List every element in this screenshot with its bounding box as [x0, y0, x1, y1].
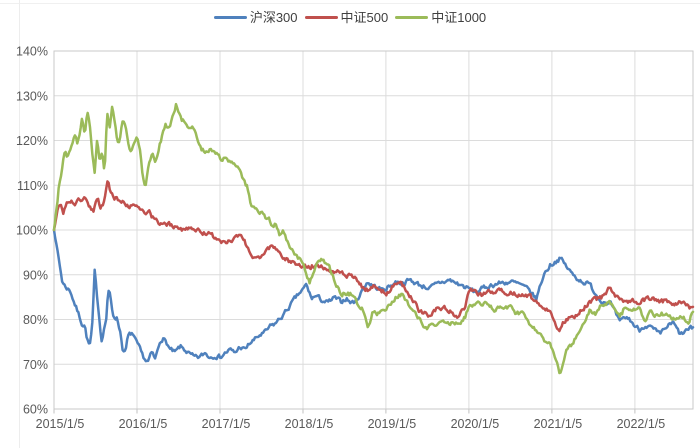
- x-axis-label: 2020/1/5: [451, 417, 500, 431]
- y-axis-label: 100%: [16, 224, 48, 238]
- x-axis-label: 2016/1/5: [119, 417, 168, 431]
- y-axis-label: 120%: [16, 134, 48, 148]
- y-axis-label: 80%: [23, 313, 48, 327]
- y-axis-label: 60%: [23, 403, 48, 417]
- y-axis-label: 130%: [16, 89, 48, 103]
- x-axis-label: 2018/1/5: [285, 417, 334, 431]
- series-zz500: [52, 180, 695, 333]
- x-axis-label: 2015/1/5: [36, 417, 85, 431]
- x-axis-label: 2017/1/5: [202, 417, 251, 431]
- spreadsheet-gridline-vertical: [19, 0, 20, 448]
- series-zz1000: [52, 102, 695, 375]
- x-axis-label: 2021/1/5: [534, 417, 583, 431]
- series-hs300: [52, 228, 695, 363]
- y-axis-label: 90%: [23, 268, 48, 282]
- spreadsheet-gridline-horizontal: [0, 3, 700, 4]
- y-axis-label: 70%: [23, 358, 48, 372]
- y-axis-label: 110%: [17, 179, 48, 193]
- x-axis-label: 2022/1/5: [617, 417, 666, 431]
- y-axis-label: 140%: [16, 45, 48, 59]
- x-axis-label: 2019/1/5: [368, 417, 417, 431]
